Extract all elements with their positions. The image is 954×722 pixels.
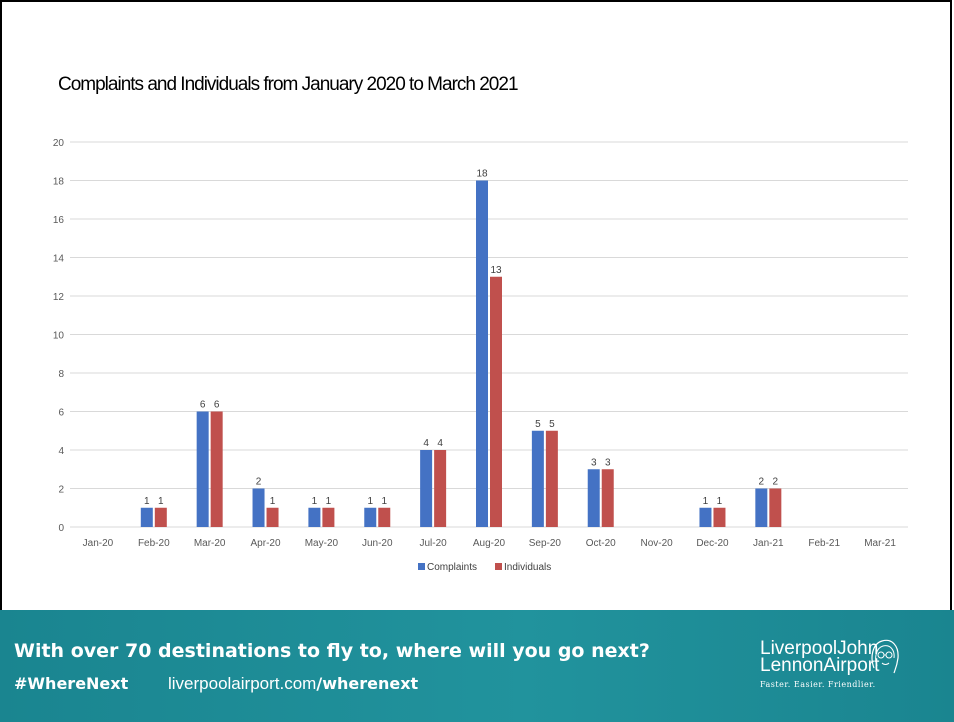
y-tick-label: 18	[53, 177, 65, 188]
data-label: 5	[549, 419, 555, 430]
x-tick-label: Sep-20	[529, 538, 562, 549]
data-label: 1	[717, 496, 723, 507]
bar-individuals	[266, 507, 279, 527]
bar-individuals	[154, 507, 167, 527]
bar-complaints	[587, 469, 600, 527]
data-label: 18	[476, 169, 488, 180]
footer-url[interactable]: liverpoolairport.com/wherenext	[168, 674, 418, 694]
x-tick-label: Oct-20	[586, 538, 616, 549]
data-label: 1	[703, 496, 709, 507]
bar-individuals	[601, 469, 614, 527]
bar-individuals	[210, 411, 223, 527]
x-tick-label: Jun-20	[362, 538, 393, 549]
y-tick-label: 16	[53, 215, 65, 226]
logo-tagline: Faster. Easier. Friendlier.	[760, 680, 876, 689]
data-label: 4	[437, 438, 443, 449]
y-tick-label: 14	[53, 254, 65, 265]
data-label: 2	[759, 477, 765, 488]
bar-complaints	[252, 488, 265, 527]
data-label: 1	[381, 496, 387, 507]
bar-complaints	[699, 507, 712, 527]
bar-individuals	[378, 507, 391, 527]
bar-individuals	[322, 507, 335, 527]
data-label: 3	[591, 457, 597, 468]
data-label: 6	[200, 400, 206, 411]
legend-swatch	[495, 563, 502, 570]
x-tick-label: Feb-20	[138, 538, 170, 549]
bar-individuals	[769, 488, 782, 527]
x-tick-label: Feb-21	[808, 538, 840, 549]
x-tick-label: Jan-20	[83, 538, 114, 549]
data-label: 6	[214, 400, 220, 411]
bar-individuals	[545, 430, 558, 527]
legend-label: Individuals	[504, 562, 551, 573]
data-label: 1	[270, 496, 276, 507]
bar-complaints	[476, 180, 488, 527]
footer-banner: With over 70 destinations to fly to, whe…	[0, 610, 954, 722]
y-tick-label: 8	[58, 369, 64, 380]
bar-individuals	[434, 450, 447, 527]
data-label: 1	[326, 496, 332, 507]
x-tick-label: Dec-20	[696, 538, 729, 549]
y-tick-label: 12	[53, 292, 65, 303]
bar-complaints	[755, 488, 768, 527]
airport-logo: LiverpoolJohn LennonAirport Faster. Easi…	[760, 638, 880, 689]
y-tick-label: 10	[53, 331, 65, 342]
x-tick-label: Mar-21	[864, 538, 896, 549]
x-tick-label: May-20	[305, 538, 339, 549]
slide-frame	[0, 0, 952, 610]
x-tick-label: Apr-20	[251, 538, 281, 549]
data-label: 5	[535, 419, 541, 430]
data-label: 4	[423, 438, 429, 449]
chart-title: Complaints and Individuals from January …	[58, 74, 519, 95]
x-tick-label: Nov-20	[640, 538, 673, 549]
footer-url-bold: /wherenext	[316, 674, 419, 693]
x-tick-label: Jan-21	[753, 538, 784, 549]
x-tick-label: Mar-20	[194, 538, 226, 549]
data-label: 13	[490, 265, 502, 276]
legend-swatch	[418, 563, 425, 570]
data-label: 3	[605, 457, 611, 468]
bar-individuals	[490, 276, 502, 527]
footer-hashtag: #WhereNext	[14, 674, 129, 693]
x-tick-label: Aug-20	[473, 538, 506, 549]
y-tick-label: 6	[58, 408, 64, 419]
logo-line-2: LennonAirport	[760, 655, 880, 676]
data-label: 1	[312, 496, 318, 507]
data-label: 1	[367, 496, 373, 507]
data-label: 2	[256, 477, 262, 488]
bar-individuals	[713, 507, 726, 527]
data-label: 2	[773, 477, 779, 488]
bar-complaints	[196, 411, 209, 527]
john-lennon-face-icon	[871, 639, 899, 674]
y-tick-label: 0	[58, 523, 64, 534]
y-tick-label: 4	[58, 446, 64, 457]
logo-line-1: LiverpoolJohn	[760, 638, 879, 659]
bar-complaints	[308, 507, 321, 527]
bar-complaints	[420, 450, 433, 527]
y-tick-label: 20	[53, 138, 65, 149]
x-tick-label: Jul-20	[420, 538, 448, 549]
footer-tagline: With over 70 destinations to fly to, whe…	[14, 640, 650, 662]
bar-complaints	[140, 507, 153, 527]
y-tick-label: 2	[58, 485, 64, 496]
data-label: 1	[158, 496, 164, 507]
bar-complaints	[531, 430, 544, 527]
bar-complaints	[364, 507, 377, 527]
legend-label: Complaints	[427, 562, 477, 573]
data-label: 1	[144, 496, 150, 507]
footer-url-plain: liverpoolairport.com	[168, 674, 317, 693]
